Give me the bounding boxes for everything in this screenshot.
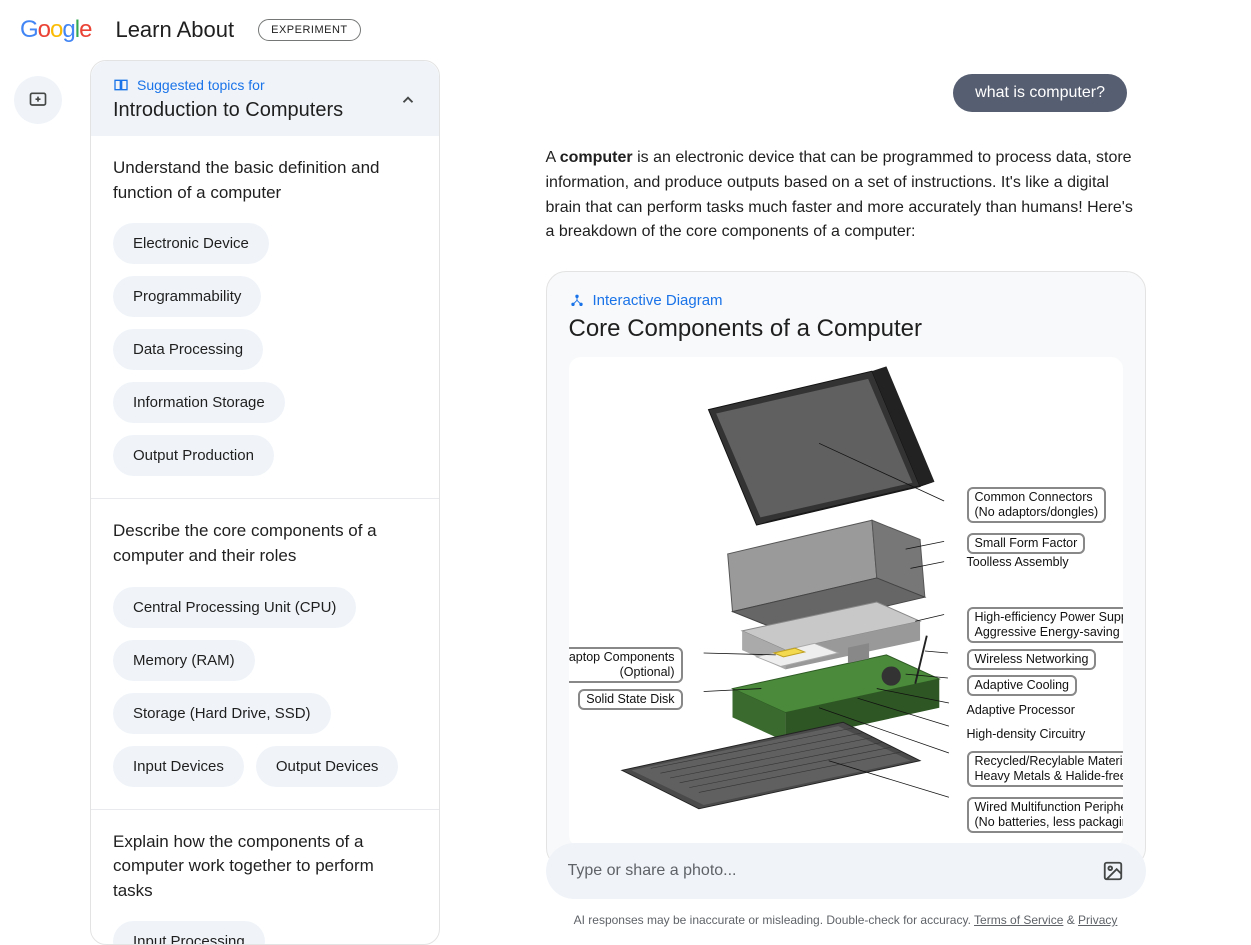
diagram-label[interactable]: Common Connectors(No adaptors/dongles) — [967, 487, 1107, 523]
topic-chip[interactable]: Input Processing — [113, 921, 265, 945]
new-chat-button[interactable] — [14, 76, 62, 124]
sidebar: Suggested topics for Introduction to Com… — [90, 60, 440, 945]
topic-chip[interactable]: Output Production — [113, 435, 274, 476]
topic-chip[interactable]: Electronic Device — [113, 223, 269, 264]
sidebar-section: Describe the core components of a comput… — [91, 499, 439, 809]
topic-chip[interactable]: Storage (Hard Drive, SSD) — [113, 693, 331, 734]
book-icon — [113, 77, 129, 93]
user-message: what is computer? — [953, 74, 1127, 112]
diagram-type-label: Interactive Diagram — [569, 292, 1123, 309]
diagram-label[interactable]: Recycled/Recylable MaterialsHeavy Metals… — [967, 751, 1123, 787]
diagram-title: Core Components of a Computer — [569, 315, 1123, 343]
sidebar-header[interactable]: Suggested topics for Introduction to Com… — [91, 61, 439, 136]
diagram-label[interactable]: Small Form Factor — [967, 533, 1086, 554]
diagram-label: Adaptive Processor — [967, 703, 1075, 718]
diagram-label: High-density Circuitry — [967, 727, 1086, 742]
response-intro: A computer is an electronic device that … — [546, 146, 1146, 245]
privacy-link[interactable]: Privacy — [1078, 913, 1117, 927]
topic-chip[interactable]: Input Devices — [113, 746, 244, 787]
app-title: Learn About — [115, 17, 234, 43]
google-logo: Google — [20, 16, 91, 44]
diagram-label[interactable]: Wireless Networking — [967, 649, 1097, 670]
diagram-icon — [569, 293, 585, 309]
section-title: Describe the core components of a comput… — [113, 519, 417, 568]
diagram-label: Toolless Assembly — [967, 555, 1069, 570]
disclaimer: AI responses may be inaccurate or mislea… — [574, 913, 1118, 927]
topic-chip[interactable]: Programmability — [113, 276, 261, 317]
section-title: Understand the basic definition and func… — [113, 156, 417, 205]
diagram-label[interactable]: Solid State Disk — [578, 689, 682, 710]
topic-chip[interactable]: Information Storage — [113, 382, 285, 423]
tos-link[interactable]: Terms of Service — [974, 913, 1063, 927]
diagram-label[interactable]: Wired Multifunction Peripherals(No batte… — [967, 797, 1123, 833]
topic-chip[interactable]: Output Devices — [256, 746, 399, 787]
app-header: Google Learn About EXPERIMENT — [0, 0, 1251, 60]
plus-chat-icon — [28, 90, 48, 110]
chat-input-bar — [546, 843, 1146, 899]
suggested-topics-label: Suggested topics for — [113, 77, 343, 93]
diagram-label[interactable]: Adaptive Cooling — [967, 675, 1078, 696]
topic-chip[interactable]: Memory (RAM) — [113, 640, 255, 681]
topic-chip[interactable]: Central Processing Unit (CPU) — [113, 587, 356, 628]
left-rail — [0, 60, 76, 945]
sidebar-section: Explain how the components of a computer… — [91, 810, 439, 945]
chat-input[interactable] — [568, 862, 1102, 880]
diagram-card: Interactive Diagram Core Components of a… — [546, 271, 1146, 868]
diagram-body[interactable]: Common Connectors(No adaptors/dongles) Sm… — [569, 357, 1123, 847]
experiment-badge: EXPERIMENT — [258, 19, 361, 41]
diagram-label[interactable]: High-efficiency Power SupplyAggressive E… — [967, 607, 1123, 643]
image-upload-icon[interactable] — [1102, 860, 1124, 882]
topic-chip[interactable]: Data Processing — [113, 329, 263, 370]
sidebar-section: Understand the basic definition and func… — [91, 136, 439, 499]
diagram-label[interactable]: Laptop Components(Optional) — [569, 647, 683, 683]
main-content: what is computer? A computer is an elect… — [440, 60, 1251, 945]
sidebar-title: Introduction to Computers — [113, 99, 343, 122]
section-title: Explain how the components of a computer… — [113, 830, 417, 904]
chevron-up-icon — [399, 91, 417, 109]
